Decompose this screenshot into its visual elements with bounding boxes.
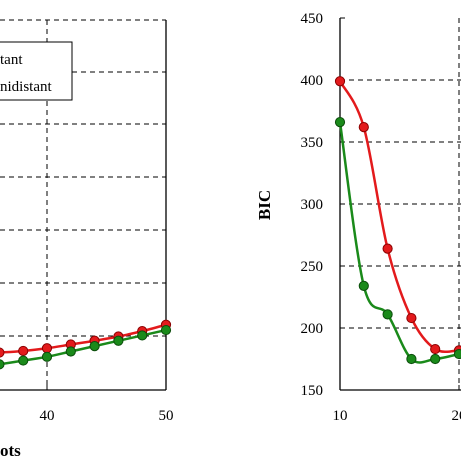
right-y-tick-label: 150: [301, 383, 324, 399]
left-data-point: [41, 343, 53, 354]
right-data-point: [334, 117, 346, 128]
right-x-tick-label: 20: [452, 408, 461, 424]
left-series: [0, 319, 172, 370]
left-data-point: [65, 346, 76, 357]
right-data-point: [406, 353, 417, 365]
left-data-point: [89, 341, 100, 352]
legend-entry-1: tant: [0, 52, 23, 68]
right-y-tick-label: 200: [301, 321, 324, 337]
right-x-tick-labels: 10 20: [333, 408, 461, 424]
left-data-point: [0, 359, 5, 370]
right-data-point: [430, 343, 441, 355]
left-chart: 40 50 ots tant nidistant: [0, 19, 174, 460]
right-y-axis-title: BIC: [255, 190, 274, 220]
left-data-point: [160, 324, 172, 336]
right-series-line-1: [338, 80, 460, 354]
left-x-tick-label: 50: [159, 408, 174, 424]
right-data-point: [382, 243, 393, 254]
right-gridlines: [340, 18, 461, 390]
right-y-tick-label: 300: [301, 197, 324, 213]
right-data-point: [406, 312, 417, 324]
right-y-tick-label: 350: [301, 135, 324, 151]
left-data-point: [41, 351, 53, 362]
right-data-point: [358, 280, 369, 291]
right-data-point: [453, 348, 461, 360]
right-data-point: [334, 76, 346, 87]
left-data-point: [137, 330, 148, 341]
left-x-axis-title: ots: [0, 441, 21, 460]
right-data-point: [382, 309, 393, 320]
right-y-tick-labels: 150 200 250 300 350 400 450: [301, 11, 324, 399]
right-series: [334, 76, 461, 365]
right-series-line-2: [338, 121, 460, 364]
left-data-point: [18, 345, 29, 357]
left-data-point: [18, 355, 29, 366]
right-y-tick-label: 400: [301, 73, 324, 89]
left-x-tick-label: 40: [40, 408, 55, 424]
legend-box: [0, 41, 73, 101]
left-data-point: [0, 347, 5, 358]
left-legend: tant nidistant: [0, 41, 73, 101]
right-data-point: [358, 122, 369, 133]
right-y-tick-label: 250: [301, 259, 324, 275]
right-data-point: [430, 353, 441, 365]
left-data-point: [113, 335, 124, 346]
left-x-tick-labels: 40 50: [40, 408, 174, 424]
right-x-tick-label: 10: [333, 408, 348, 424]
legend-entry-2: nidistant: [0, 79, 52, 95]
right-chart: 150 200 250 300 350 400 450 10 20 BIC: [255, 11, 461, 424]
right-y-tick-label: 450: [301, 11, 324, 27]
